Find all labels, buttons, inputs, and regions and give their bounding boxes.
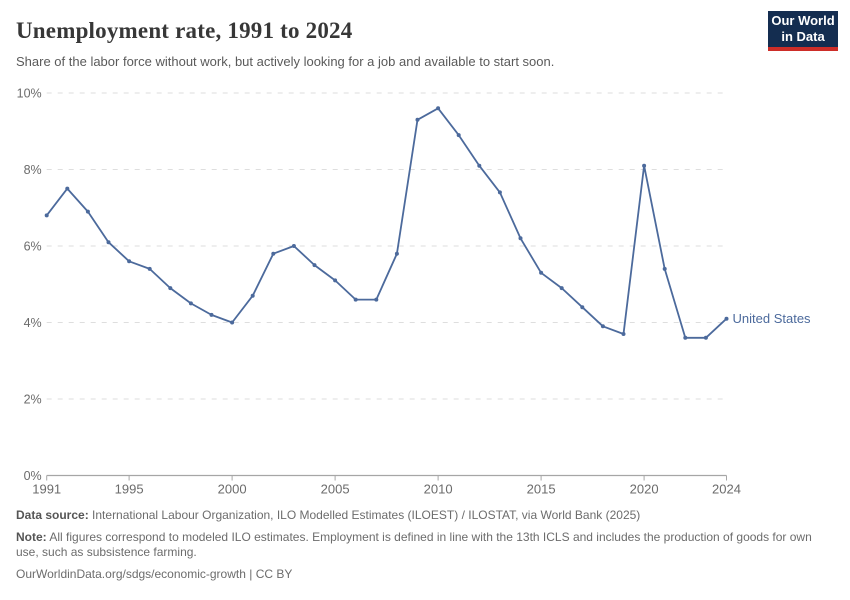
owid-logo-line2: in Data — [781, 29, 825, 44]
x-tick-label: 2020 — [630, 482, 659, 497]
data-point-marker — [415, 117, 420, 122]
license-separator: | — [249, 566, 253, 581]
data-point-marker — [436, 106, 441, 111]
note-line: Note: All figures correspond to modeled … — [16, 530, 816, 561]
page-title: Unemployment rate, 1991 to 2024 — [16, 18, 353, 43]
data-source-line: Data source: International Labour Organi… — [16, 508, 816, 524]
owid-logo[interactable]: Our World in Data — [768, 11, 838, 51]
x-tick-label: 2015 — [527, 482, 556, 497]
x-tick-label: 1991 — [32, 482, 61, 497]
y-tick-label: 10% — [17, 87, 42, 101]
data-point-marker — [683, 335, 688, 340]
data-point-marker — [44, 213, 49, 218]
data-point-marker — [333, 278, 338, 283]
license-label[interactable]: CC BY — [255, 566, 293, 581]
data-point-marker — [106, 240, 111, 245]
data-point-marker — [271, 251, 276, 256]
data-point-marker — [291, 244, 296, 248]
x-tick-label: 1995 — [115, 482, 144, 497]
y-tick-label: 8% — [24, 163, 42, 177]
x-tick-label: 2005 — [321, 482, 350, 497]
data-source-label: Data source: — [16, 508, 89, 522]
data-point-marker — [85, 209, 90, 214]
data-point-marker — [662, 266, 667, 271]
chart-url[interactable]: OurWorldinData.org/sdgs/economic-growth — [16, 566, 246, 581]
data-point-marker — [147, 266, 152, 271]
data-point-marker — [209, 312, 214, 317]
data-point-marker — [600, 324, 605, 329]
data-point-marker — [621, 332, 626, 336]
y-tick-label: 2% — [24, 393, 42, 407]
data-source-text: International Labour Organization, ILO M… — [92, 508, 641, 522]
series-line — [45, 107, 728, 339]
data-point-marker — [518, 236, 523, 241]
data-point-marker — [250, 293, 255, 298]
data-point-marker — [394, 251, 399, 256]
data-point-marker — [312, 263, 317, 268]
data-point-marker — [127, 259, 132, 264]
data-point-marker — [497, 190, 502, 195]
y-tick-label: 4% — [24, 316, 42, 330]
data-point-marker — [168, 286, 173, 291]
data-point-marker — [456, 133, 461, 138]
x-tick-label: 2010 — [424, 482, 453, 497]
data-point-marker — [477, 163, 482, 168]
y-tick-label: 0% — [24, 469, 42, 483]
x-tick-label: 2024 — [712, 482, 741, 497]
data-point-marker — [559, 286, 564, 291]
license-line: OurWorldinData.org/sdgs/economic-growth … — [16, 567, 816, 583]
series-label[interactable]: United States — [733, 311, 812, 326]
y-tick-label: 6% — [24, 240, 42, 254]
data-point-marker — [642, 163, 647, 168]
owid-logo-line1: Our World — [771, 13, 835, 28]
data-point-marker — [724, 316, 729, 321]
data-point-marker — [539, 270, 544, 275]
note-label: Note: — [16, 529, 47, 544]
x-tick-label: 2000 — [218, 482, 247, 497]
data-point-marker — [580, 305, 585, 310]
note-text: All figures correspond to modeled ILO es… — [16, 529, 812, 560]
page-subtitle: Share of the labor force without work, b… — [16, 54, 555, 69]
data-point-marker — [374, 297, 379, 302]
data-point-marker — [703, 335, 708, 340]
chart-footer: Data source: International Labour Organi… — [16, 508, 816, 588]
data-point-marker — [188, 301, 193, 306]
data-point-marker — [353, 297, 358, 302]
data-point-marker — [230, 320, 235, 325]
data-point-marker — [65, 186, 70, 191]
